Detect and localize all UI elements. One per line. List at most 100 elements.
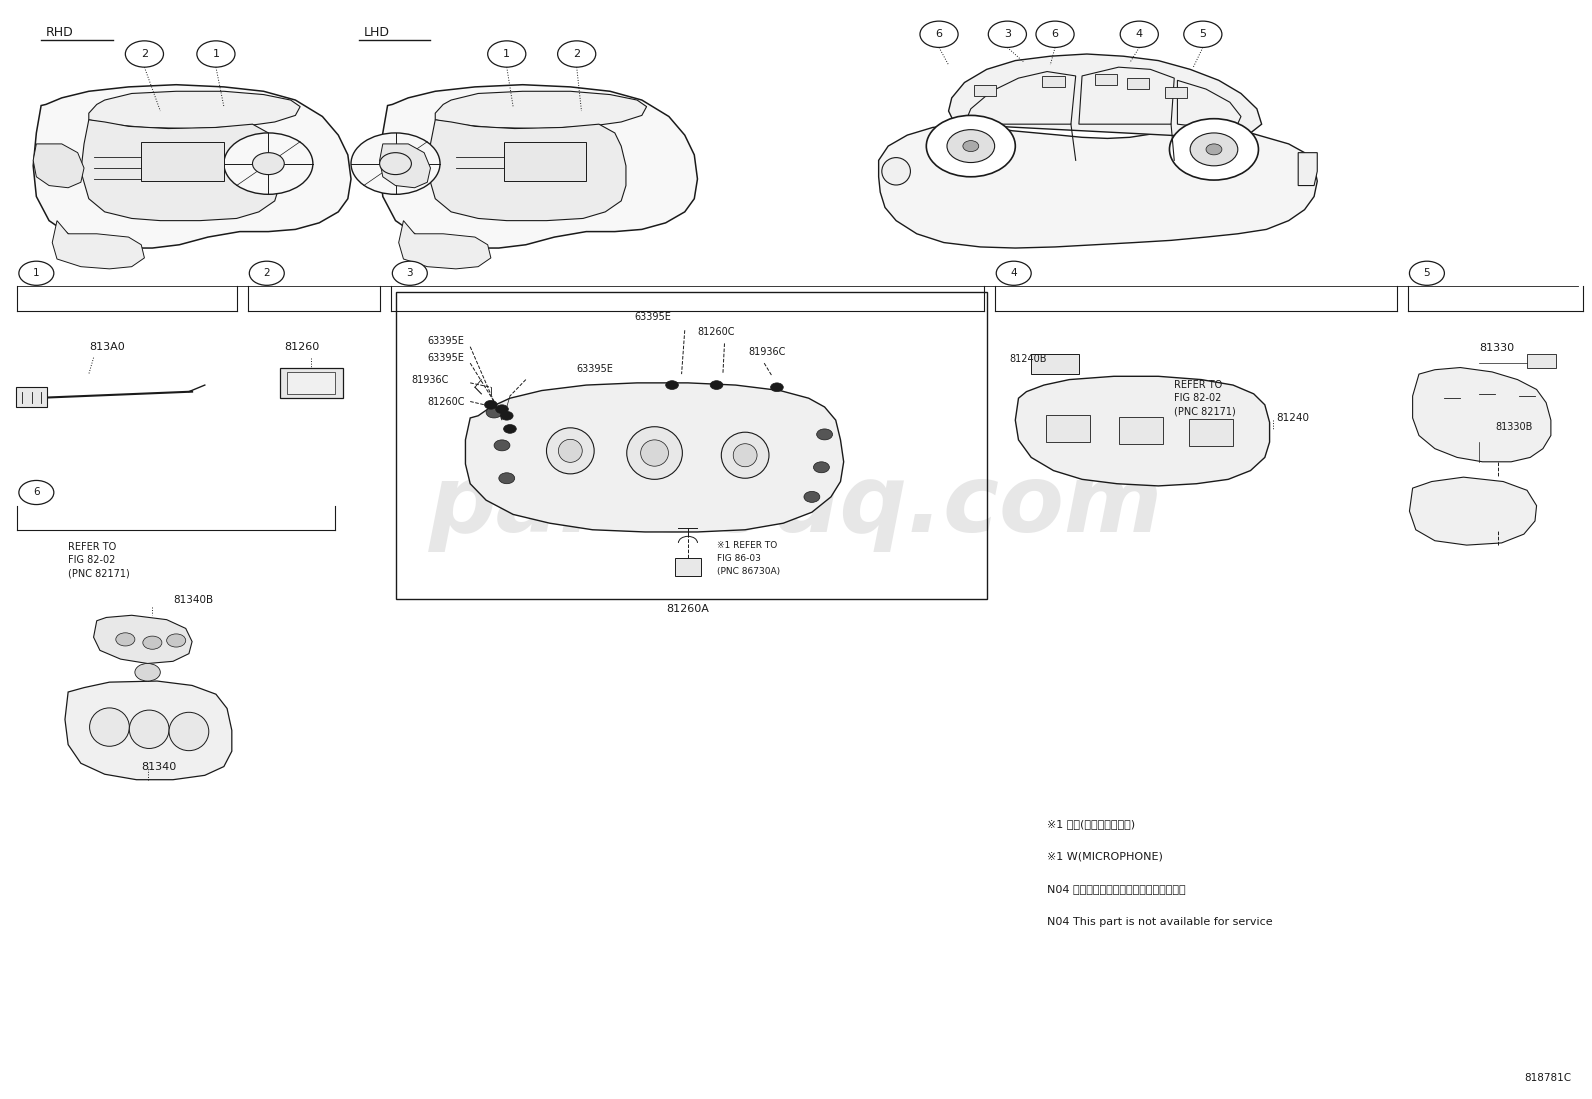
Text: LHD: LHD [363,25,390,38]
Ellipse shape [734,444,758,467]
Circle shape [1184,21,1223,47]
Circle shape [927,115,1016,177]
Circle shape [143,636,162,650]
Text: 81260C: 81260C [427,397,465,407]
Text: ※1 有り(マイクロフォン): ※1 有り(マイクロフォン) [1048,819,1135,829]
Text: 63395E: 63395E [427,336,465,346]
Circle shape [498,473,514,484]
Text: 1: 1 [503,49,511,59]
Ellipse shape [89,708,129,746]
Text: 81936C: 81936C [748,347,786,357]
Circle shape [804,491,820,502]
Circle shape [1121,21,1159,47]
Polygon shape [465,382,844,532]
Circle shape [989,21,1027,47]
Circle shape [814,462,829,473]
Text: RHD: RHD [46,25,73,38]
Bar [974,85,997,96]
Circle shape [350,133,439,195]
Bar [1095,74,1118,85]
Text: 6: 6 [33,488,40,498]
Text: ※1 REFER TO: ※1 REFER TO [716,541,777,550]
Circle shape [710,380,723,389]
Circle shape [557,41,595,67]
Polygon shape [89,91,301,129]
Text: ※1 W(MICROPHONE): ※1 W(MICROPHONE) [1048,852,1164,862]
Text: 3: 3 [406,268,414,278]
Circle shape [997,262,1032,286]
Circle shape [494,440,509,451]
Text: 81330B: 81330B [1495,422,1533,432]
Circle shape [665,380,678,389]
Circle shape [19,262,54,286]
Bar [503,142,586,181]
Text: 81330: 81330 [1479,343,1514,353]
Text: 81340B: 81340B [174,595,213,604]
Circle shape [500,411,513,420]
Bar [1165,87,1188,98]
Circle shape [920,21,958,47]
Text: 63395E: 63395E [634,312,670,322]
Text: (PNC 86730A): (PNC 86730A) [716,567,780,576]
Polygon shape [1412,367,1551,462]
Bar [1119,417,1164,444]
Circle shape [963,141,979,152]
Polygon shape [33,144,84,188]
Ellipse shape [559,440,583,463]
Text: 81936C: 81936C [411,375,449,385]
Bar [1127,78,1149,89]
Polygon shape [1297,153,1317,186]
Text: (PNC 82171): (PNC 82171) [1175,407,1235,417]
Text: 4: 4 [1135,30,1143,40]
Text: 2: 2 [573,49,579,59]
Text: 81240: 81240 [1275,413,1309,423]
Circle shape [1409,262,1444,286]
Ellipse shape [546,428,594,474]
Text: 818781C: 818781C [1525,1073,1571,1083]
Polygon shape [879,124,1317,248]
Polygon shape [427,120,626,221]
Circle shape [1207,144,1223,155]
Polygon shape [379,144,430,188]
Circle shape [495,404,508,413]
Text: REFER TO: REFER TO [68,542,116,553]
Text: 813A0: 813A0 [89,342,124,352]
Circle shape [486,407,501,418]
Ellipse shape [129,710,169,748]
Bar [675,558,700,576]
Ellipse shape [882,157,911,185]
Text: 3: 3 [1005,30,1011,40]
Circle shape [1170,119,1258,180]
Text: (PNC 82171): (PNC 82171) [68,568,131,578]
Circle shape [116,633,135,646]
Text: FIG 86-03: FIG 86-03 [716,554,761,563]
Circle shape [19,480,54,504]
Circle shape [167,634,186,647]
Circle shape [817,429,833,440]
Polygon shape [33,85,350,248]
Text: N04 This part is not available for service: N04 This part is not available for servi… [1048,918,1272,928]
Text: 5: 5 [1423,268,1430,278]
Bar [280,367,342,398]
Circle shape [503,424,516,433]
Ellipse shape [721,432,769,478]
Text: 2: 2 [264,268,271,278]
Text: partsouq.com: partsouq.com [428,459,1164,552]
Circle shape [487,41,525,67]
Circle shape [197,41,236,67]
Bar [395,292,987,599]
Circle shape [484,400,497,409]
Polygon shape [949,54,1261,138]
Text: 63395E: 63395E [576,364,613,374]
Circle shape [771,382,783,391]
Bar [288,371,336,393]
Text: 63395E: 63395E [427,353,465,363]
Circle shape [253,153,285,175]
Circle shape [250,262,285,286]
Text: FIG 82-02: FIG 82-02 [1175,393,1221,403]
Text: 5: 5 [1199,30,1207,40]
Bar [1046,414,1091,442]
Circle shape [379,153,411,175]
Polygon shape [379,85,697,248]
Bar [1189,419,1234,446]
